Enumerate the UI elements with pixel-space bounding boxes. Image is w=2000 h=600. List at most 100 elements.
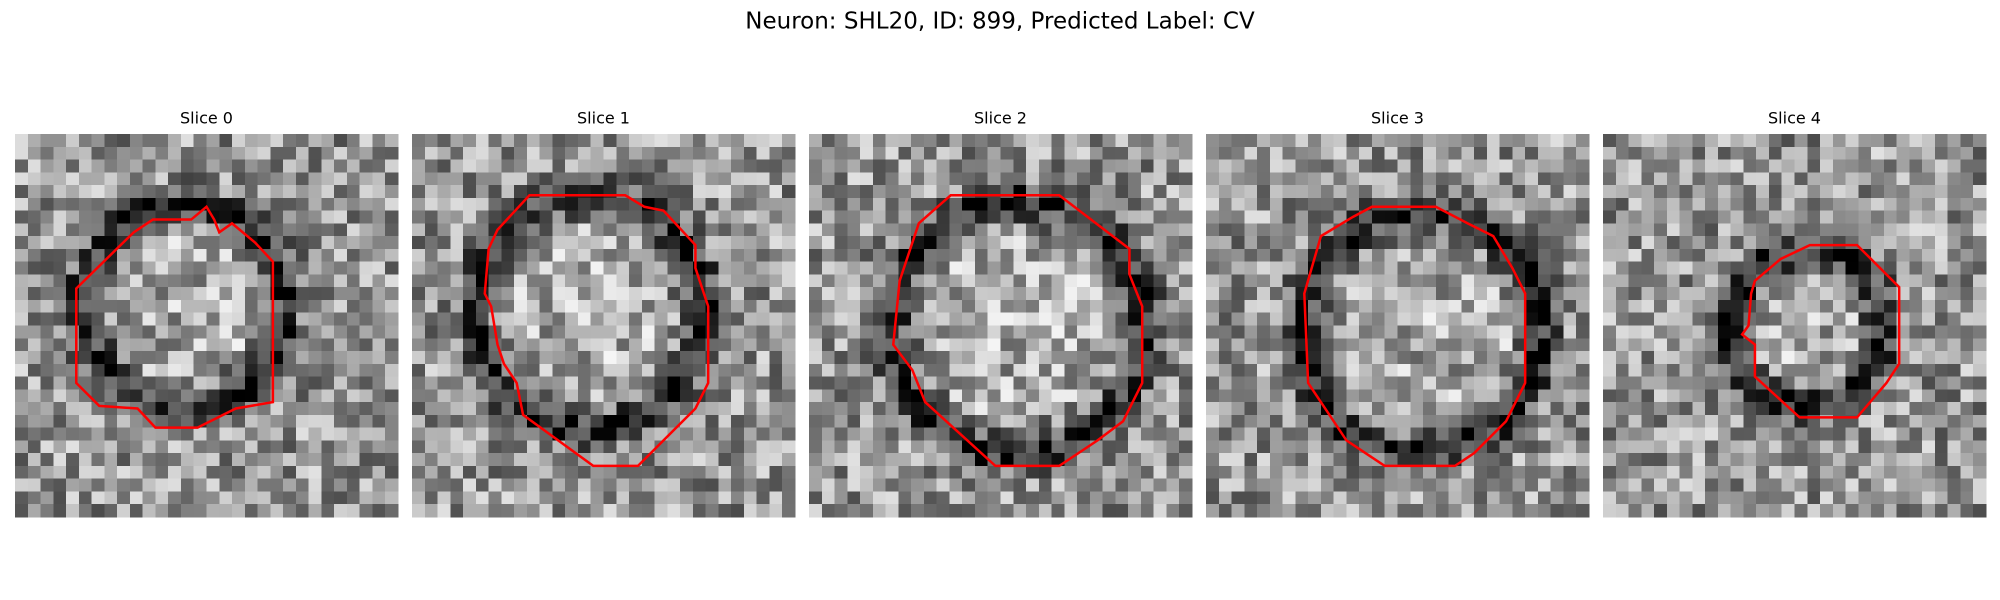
pixel [1410,376,1424,390]
pixel [1973,159,1987,173]
pixel [1537,427,1552,441]
pixel [1013,427,1027,441]
pixel [27,185,42,199]
pixel [15,261,29,275]
pixel [1909,363,1923,378]
pixel [1845,159,1859,173]
pixel [283,427,297,441]
pixel [1359,478,1373,492]
pixel [731,223,745,237]
pixel [232,504,246,518]
pixel [616,210,630,224]
pixel [1179,172,1193,186]
pixel [27,504,42,518]
pixel [117,325,131,339]
pixel [321,134,335,148]
pixel [1679,287,1693,301]
pixel [1397,172,1411,186]
pixel [232,389,246,403]
pixel [40,185,54,199]
pixel [1218,363,1233,378]
pixel [155,172,169,186]
pixel [1666,491,1681,505]
pixel [1666,402,1681,416]
pixel [526,402,541,416]
pixel [539,172,553,186]
pixel [1768,363,1783,378]
pixel [346,146,361,161]
pixel [1858,453,1872,467]
pixel [1973,478,1987,492]
pixel [1603,197,1617,212]
pixel [809,465,823,480]
pixel [1102,402,1116,416]
pixel [1973,210,1987,224]
pixel [1371,185,1386,199]
pixel [1153,185,1167,199]
pixel [1832,389,1847,403]
pixel [1448,478,1462,492]
pixel [514,274,528,288]
pixel [885,440,899,454]
pixel [1397,146,1411,161]
pixel [321,453,335,467]
pixel [1666,465,1681,480]
pixel [1537,210,1552,224]
pixel [219,248,233,263]
pixel [321,299,335,314]
pixel [1282,465,1296,480]
pixel [437,223,451,237]
pixel [1743,414,1757,429]
pixel [1858,248,1872,263]
pixel [1038,299,1053,314]
pixel [1717,210,1732,224]
pixel [15,172,29,186]
pixel [1128,197,1142,212]
pixel [1730,491,1744,505]
pixel [15,440,29,454]
pixel [1282,274,1296,288]
pixel [654,389,668,403]
pixel [321,504,335,518]
pixel [860,440,874,454]
pixel [962,312,976,326]
pixel [1909,274,1923,288]
pixel [1320,185,1335,199]
pixel [257,376,271,390]
pixel [577,440,592,454]
pixel [346,402,361,416]
pixel [821,427,836,441]
pixel [1448,440,1462,454]
pixel [155,325,169,339]
pixel [501,338,515,352]
pixel [1973,312,1987,326]
pixel [295,440,310,454]
pixel [936,453,950,467]
pixel [1641,325,1655,339]
pixel [1563,312,1577,326]
pixel [437,491,451,505]
pixel [565,312,579,326]
pixel [962,491,976,505]
pixel [1231,351,1245,365]
pixel [1295,414,1309,429]
pixel [206,491,220,505]
pixel [1768,223,1783,237]
pixel [514,338,528,352]
pixel [1206,427,1220,441]
pixel [1448,223,1462,237]
pixel [1858,491,1872,505]
pixel [463,453,477,467]
pixel [1679,376,1693,390]
pixel [168,274,182,288]
pixel [450,351,464,365]
pixel [1371,427,1386,441]
pixel [898,402,912,416]
pixel [412,376,426,390]
pixel [1705,465,1719,480]
pixel [1550,261,1564,275]
pixel [1320,134,1335,148]
pixel [1474,427,1488,441]
pixel [219,210,233,224]
pixel [1166,440,1180,454]
